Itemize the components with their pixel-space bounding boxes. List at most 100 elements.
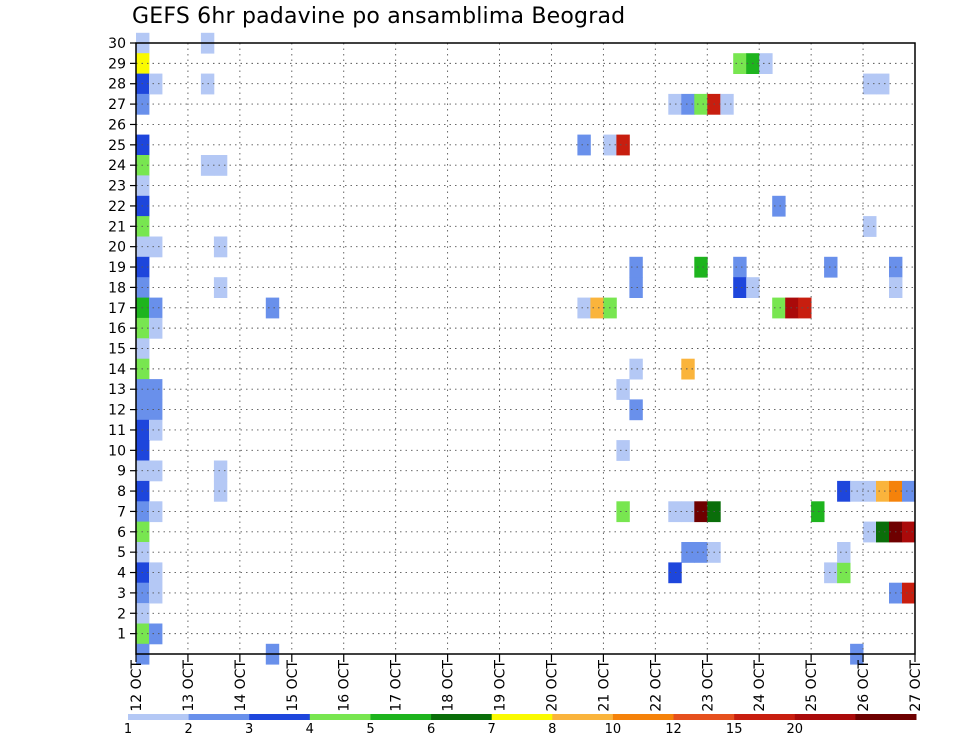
heatmap-cell bbox=[863, 73, 877, 95]
heatmap-cell bbox=[149, 73, 163, 95]
heatmap-cell bbox=[149, 236, 163, 258]
heatmap-cell bbox=[149, 419, 163, 441]
y-axis: 1234567891011121314151617181920212223242… bbox=[108, 36, 136, 643]
colorbar: 1 2 3 4 5 6 7 8 10 12 15 20 bbox=[124, 714, 917, 737]
heatmap-cell bbox=[694, 501, 708, 523]
x-tick-label: 12 OCT bbox=[129, 660, 145, 712]
colorbar-swatch bbox=[491, 714, 553, 720]
heatmap-cell bbox=[681, 542, 695, 563]
y-tick-label: 25 bbox=[108, 138, 126, 154]
y-tick-label: 12 bbox=[108, 403, 126, 419]
grid-lines bbox=[136, 42, 915, 654]
y-tick-label: 16 bbox=[108, 321, 126, 337]
heatmap-cell bbox=[265, 297, 280, 319]
colorbar-swatch bbox=[128, 714, 190, 720]
heatmap-cell bbox=[149, 460, 163, 482]
x-tick-label: 21 OCT bbox=[596, 660, 612, 712]
heatmap-cell bbox=[149, 317, 163, 339]
heatmap-cell bbox=[149, 582, 163, 604]
heatmap-cell bbox=[681, 501, 695, 523]
colorbar-swatch bbox=[855, 714, 917, 720]
y-tick-label: 26 bbox=[108, 117, 126, 133]
y-tick-label: 30 bbox=[108, 36, 126, 52]
heatmap-cell bbox=[149, 379, 163, 400]
heatmap-cell bbox=[213, 460, 228, 482]
heatmap-cell bbox=[149, 623, 163, 645]
heatmap-cell bbox=[149, 562, 163, 584]
heatmap-cell bbox=[629, 256, 643, 278]
heatmap-cell bbox=[149, 297, 163, 319]
y-tick-label: 18 bbox=[108, 280, 126, 296]
heatmap-cell bbox=[681, 93, 695, 115]
x-tick-label: 24 OCT bbox=[752, 660, 768, 712]
colorbar-label: 4 bbox=[306, 722, 314, 737]
colorbar-swatch bbox=[249, 714, 311, 720]
heatmap-cell bbox=[759, 53, 773, 74]
heatmap-cell bbox=[837, 480, 851, 502]
heatmap-cell bbox=[863, 480, 877, 502]
colorbar-label: 12 bbox=[665, 722, 682, 737]
y-tick-label: 8 bbox=[117, 484, 126, 500]
colorbar-swatch bbox=[794, 714, 856, 720]
x-tick-label: 26 OCT bbox=[856, 660, 872, 712]
heatmap-cell bbox=[876, 521, 890, 543]
heatmap-cell bbox=[590, 297, 604, 319]
heatmap-cell bbox=[213, 155, 228, 176]
colorbar-label: 6 bbox=[427, 722, 435, 737]
y-tick-label: 4 bbox=[117, 566, 126, 582]
y-tick-label: 17 bbox=[108, 301, 126, 317]
heatmap-cell bbox=[149, 501, 163, 523]
y-tick-label: 10 bbox=[108, 443, 126, 459]
x-tick-label: 13 OCT bbox=[181, 660, 197, 712]
colorbar-swatch bbox=[734, 714, 796, 720]
y-tick-label: 13 bbox=[108, 382, 126, 398]
heatmap-cell bbox=[824, 562, 838, 584]
y-tick-label: 2 bbox=[117, 606, 126, 622]
colorbar-swatch bbox=[612, 714, 674, 720]
heatmap-cell bbox=[837, 562, 851, 584]
heatmap-cell bbox=[824, 256, 838, 278]
heatmap-cell bbox=[772, 297, 786, 319]
colorbar-label: 7 bbox=[488, 722, 496, 737]
heatmap-cell bbox=[694, 256, 708, 278]
y-tick-label: 20 bbox=[108, 240, 126, 256]
y-tick-label: 7 bbox=[117, 504, 126, 520]
heatmap-cell bbox=[213, 236, 228, 258]
colorbar-swatch bbox=[552, 714, 614, 720]
heatmap-cell bbox=[863, 216, 877, 237]
heatmap-cell bbox=[616, 501, 630, 523]
y-tick-label: 29 bbox=[108, 56, 126, 72]
heatmap-cell bbox=[772, 195, 786, 217]
heatmap-cell bbox=[733, 256, 747, 278]
x-tick-label: 25 OCT bbox=[804, 660, 820, 712]
heatmap-cell bbox=[629, 399, 643, 421]
y-tick-label: 19 bbox=[108, 260, 126, 276]
colorbar-label: 5 bbox=[366, 722, 374, 737]
x-tick-label: 15 OCT bbox=[285, 660, 301, 712]
colorbar-label: 3 bbox=[245, 722, 253, 737]
heatmap-cell bbox=[616, 440, 630, 461]
y-tick-label: 15 bbox=[108, 342, 126, 358]
x-tick-label: 27 OCT bbox=[908, 660, 924, 712]
heatmap-cell bbox=[863, 521, 877, 543]
heatmap-cell bbox=[837, 542, 851, 563]
heatmap-cell bbox=[577, 134, 591, 156]
x-axis: 12 OCT 13 OCT 14 OCT 15 OCT 16 OCT 17 OCT 18 O… bbox=[129, 654, 924, 712]
heatmap-cell bbox=[694, 93, 708, 115]
colorbar-swatch bbox=[309, 714, 371, 720]
x-tick-label: 23 OCT bbox=[700, 660, 716, 712]
colorbar-swatch bbox=[188, 714, 250, 720]
heatmap-cell bbox=[629, 277, 643, 298]
heatmap-cell bbox=[629, 358, 643, 380]
heatmap-cell bbox=[876, 73, 890, 95]
x-tick-label: 19 OCT bbox=[493, 660, 509, 712]
heatmap-cell bbox=[811, 501, 825, 523]
heatmap-cell bbox=[876, 480, 890, 502]
x-tick-label: 18 OCT bbox=[441, 660, 457, 712]
y-tick-label: 11 bbox=[108, 423, 126, 439]
colorbar-label: 20 bbox=[787, 722, 804, 737]
heatmap-cell bbox=[616, 134, 630, 156]
x-tick-label: 14 OCT bbox=[233, 660, 249, 712]
heatmap-cell bbox=[720, 93, 734, 115]
